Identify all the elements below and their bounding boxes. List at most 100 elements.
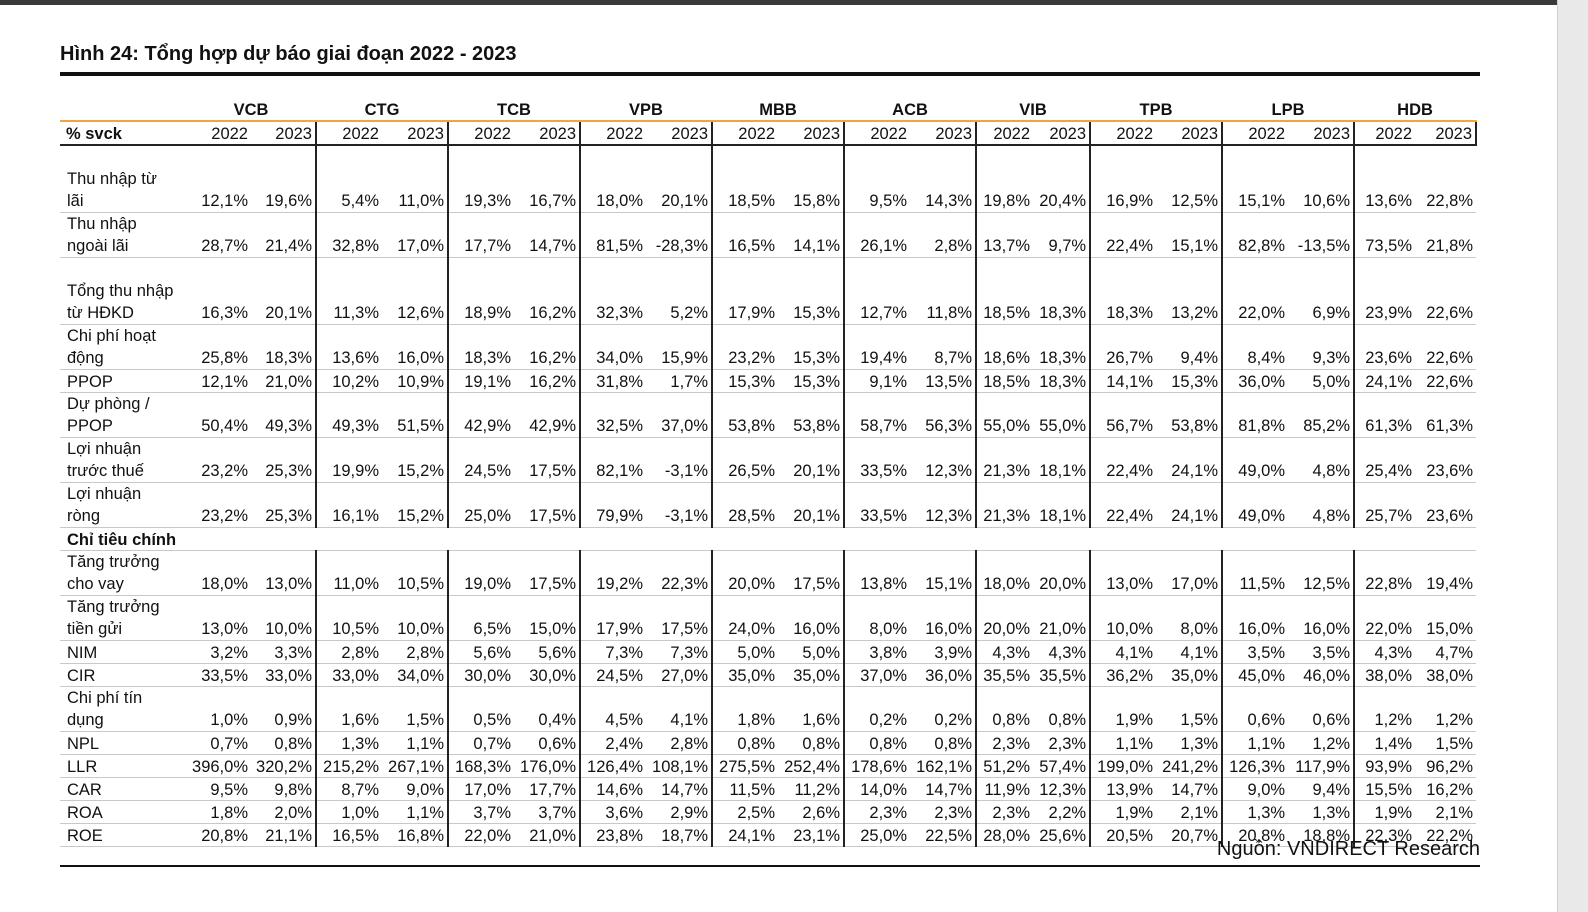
value-cell: 3,2% <box>186 640 251 664</box>
value-cell: 252,4% <box>778 754 845 778</box>
value-cell: 24,1% <box>711 823 779 847</box>
value-cell: 13,2% <box>1156 280 1223 325</box>
year-header-row: % svck 2022 2023 2022 2023 2022 2023 2022 2023 20… <box>60 121 1478 146</box>
value-cell: 19,3% <box>447 168 514 213</box>
value-cell: 22,0% <box>1221 280 1289 325</box>
spacer-cell <box>1221 257 1289 280</box>
spacer-cell <box>711 145 779 168</box>
value-cell: 18,8% <box>1288 823 1355 847</box>
value-cell: 38,0% <box>1415 663 1477 687</box>
value-cell: 7,3% <box>646 640 713 664</box>
value-cell: 50,4% <box>186 392 251 438</box>
value-cell: 36,0% <box>1221 369 1289 393</box>
year-header: 2023 <box>382 121 448 146</box>
table-row: CIR 33,5% 33,0% 33,0% 34,0% 30,0% 30,0% 24,5% 27… <box>60 663 1477 687</box>
value-cell: 9,5% <box>186 777 251 801</box>
value-cell: 3,5% <box>1288 640 1355 664</box>
value-cell: 26,7% <box>1089 324 1157 370</box>
spacer-cell <box>1288 258 1354 281</box>
spacer-cell <box>778 258 844 281</box>
value-cell: 18,5% <box>711 168 779 213</box>
value-cell: 15,1% <box>1221 168 1289 213</box>
value-cell: 37,0% <box>843 663 911 687</box>
value-cell: 25,3% <box>251 482 316 528</box>
section-empty-cell <box>1033 527 1091 551</box>
value-cell: 25,6% <box>1033 823 1091 847</box>
row-label-text: Chi phí tín dụng <box>67 687 184 731</box>
spacer-cell <box>1089 257 1157 280</box>
value-cell: 20,1% <box>646 168 713 213</box>
spacer-cell <box>910 145 976 168</box>
value-cell: 0,6% <box>1288 686 1355 732</box>
value-cell: 1,5% <box>1415 731 1477 755</box>
value-cell: 79,9% <box>579 482 647 528</box>
value-cell: 35,0% <box>778 663 845 687</box>
value-cell: 12,5% <box>1288 550 1355 596</box>
value-cell: 215,2% <box>315 754 382 778</box>
row-label: Tăng trưởng cho vay <box>60 550 186 596</box>
bank-header: CTG <box>316 98 448 122</box>
value-cell: 27,0% <box>646 663 713 687</box>
row-label-line: Chi phí tín <box>67 689 143 707</box>
value-cell: 16,0% <box>1221 595 1289 641</box>
value-cell: 15,3% <box>1156 369 1223 393</box>
value-cell: 4,5% <box>579 686 647 732</box>
value-cell: 20,1% <box>251 280 316 325</box>
value-cell: 11,0% <box>382 168 448 213</box>
value-cell: 31,8% <box>579 369 647 393</box>
value-cell: 15,2% <box>382 437 448 483</box>
value-cell: 19,1% <box>447 369 514 393</box>
row-label-text: CIR <box>67 667 96 685</box>
row-label-line: Tăng trưởng <box>67 598 160 616</box>
value-cell: 17,0% <box>1156 550 1223 596</box>
value-cell: 12,6% <box>382 280 448 325</box>
value-cell: 33,0% <box>251 663 316 687</box>
value-cell: 18,5% <box>975 280 1034 325</box>
value-cell: 9,4% <box>1288 777 1355 801</box>
spacer-cell <box>1288 145 1354 168</box>
value-cell: 2,4% <box>579 731 647 755</box>
year-header: 2023 <box>646 121 713 146</box>
section-empty-cell <box>646 527 713 551</box>
value-cell: 10,0% <box>1089 595 1157 641</box>
value-cell: 19,4% <box>1415 550 1477 596</box>
bank-header: TCB <box>448 98 581 122</box>
value-cell: 16,0% <box>910 595 977 641</box>
value-cell: 21,0% <box>1033 595 1091 641</box>
value-cell: 93,9% <box>1353 754 1416 778</box>
value-cell: 21,0% <box>251 369 316 393</box>
year-header: 2022 <box>711 121 779 146</box>
value-cell: 82,8% <box>1221 212 1289 258</box>
scrollbar-track[interactable] <box>1557 0 1588 912</box>
value-cell: 1,3% <box>1288 800 1355 824</box>
value-cell: 15,3% <box>778 280 845 325</box>
value-cell: 14,1% <box>778 212 845 258</box>
value-cell: 19,0% <box>447 550 514 596</box>
value-cell: 0,8% <box>975 686 1034 732</box>
spacer-cell <box>514 145 580 168</box>
value-cell: 61,3% <box>1353 392 1416 438</box>
bottom-rule <box>60 865 1480 867</box>
value-cell: 33,5% <box>186 663 251 687</box>
value-cell: 2,8% <box>382 640 448 664</box>
row-label-text: Thu nhập ngoài lãi <box>67 213 184 257</box>
bank-header: VIB <box>976 98 1091 122</box>
value-cell: 10,0% <box>382 595 448 641</box>
row-label-line: Lợi nhuận <box>67 440 142 458</box>
value-cell: -13,5% <box>1288 212 1355 258</box>
value-cell: -28,3% <box>646 212 713 258</box>
year-header: 2023 <box>514 121 581 146</box>
year-header: 2022 <box>186 121 251 146</box>
value-cell: 11,3% <box>315 280 382 325</box>
spacer-cell <box>778 145 844 168</box>
year-header: 2022 <box>579 121 647 146</box>
value-cell: 96,2% <box>1415 754 1477 778</box>
value-cell: 117,9% <box>1288 754 1355 778</box>
value-cell: 18,1% <box>1033 437 1091 483</box>
row-label: NIM <box>60 640 186 664</box>
value-cell: 5,4% <box>315 168 382 213</box>
table-row: Tăng trưởng cho vay 18,0% 13,0% 11,0% 10,5% 19… <box>60 550 1477 596</box>
row-label: NPL <box>60 731 186 755</box>
row-label-text: Chi phí hoạt động <box>67 325 184 369</box>
value-cell: 15,2% <box>382 482 448 528</box>
